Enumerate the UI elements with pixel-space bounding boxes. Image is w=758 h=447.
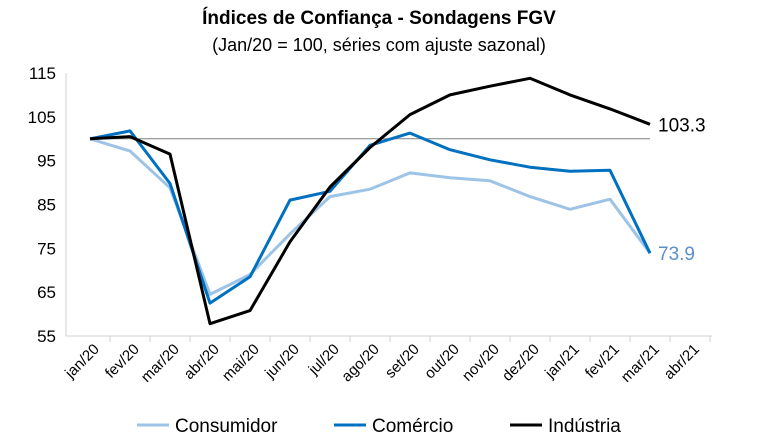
x-tick-label: mar/20 (138, 341, 183, 386)
legend-label: Indústria (548, 416, 621, 437)
x-tick-label: fev/20 (102, 341, 143, 382)
legend-label: Consumidor (175, 416, 278, 437)
x-tick-label: ago/20 (338, 341, 382, 385)
x-tick-label: abr/20 (181, 341, 223, 383)
y-tick-label: 55 (37, 327, 56, 346)
x-tick-label: mar/21 (618, 341, 663, 386)
x-tick-label: jan/20 (61, 341, 103, 383)
legend-label: Comércio (372, 416, 453, 437)
y-tick-label: 75 (37, 239, 56, 258)
y-tick-label: 85 (37, 196, 56, 215)
chart-subtitle: (Jan/20 = 100, séries com ajuste sazonal… (212, 35, 546, 55)
series-line-consumidor (89, 137, 652, 296)
legend: Consumidor Comércio Indústria (137, 416, 621, 437)
x-tick-label: jan/21 (541, 341, 583, 383)
end-value-label: 73.9 (658, 244, 695, 265)
series-line-comercio (89, 129, 652, 305)
x-tick-label: dez/20 (499, 341, 543, 385)
axes: 55 65 75 85 95 105 115 jan/20 fev/20mar/20abr/20… (28, 64, 712, 386)
x-tick-label: out/20 (421, 341, 463, 383)
x-tick-label: nov/20 (459, 341, 503, 385)
y-tick-label: 95 (37, 152, 56, 171)
series-line-industria (89, 76, 651, 326)
y-tick-label: 105 (28, 108, 56, 127)
chart-title: Índices de Confiança - Sondagens FGV (202, 7, 556, 29)
series-group (89, 76, 652, 326)
x-tick-label: jun/20 (261, 341, 303, 383)
y-tick-label: 115 (29, 64, 56, 83)
x-tick-label: fev/21 (582, 341, 623, 382)
x-tick-label: mai/20 (219, 341, 263, 385)
x-tick-label: abr/21 (661, 341, 703, 383)
end-value-label: 103.3 (658, 115, 706, 136)
end-labels: 73.9 103.3 (658, 115, 706, 265)
y-tick-label: 65 (37, 283, 56, 302)
x-tick-label: set/20 (382, 341, 423, 382)
